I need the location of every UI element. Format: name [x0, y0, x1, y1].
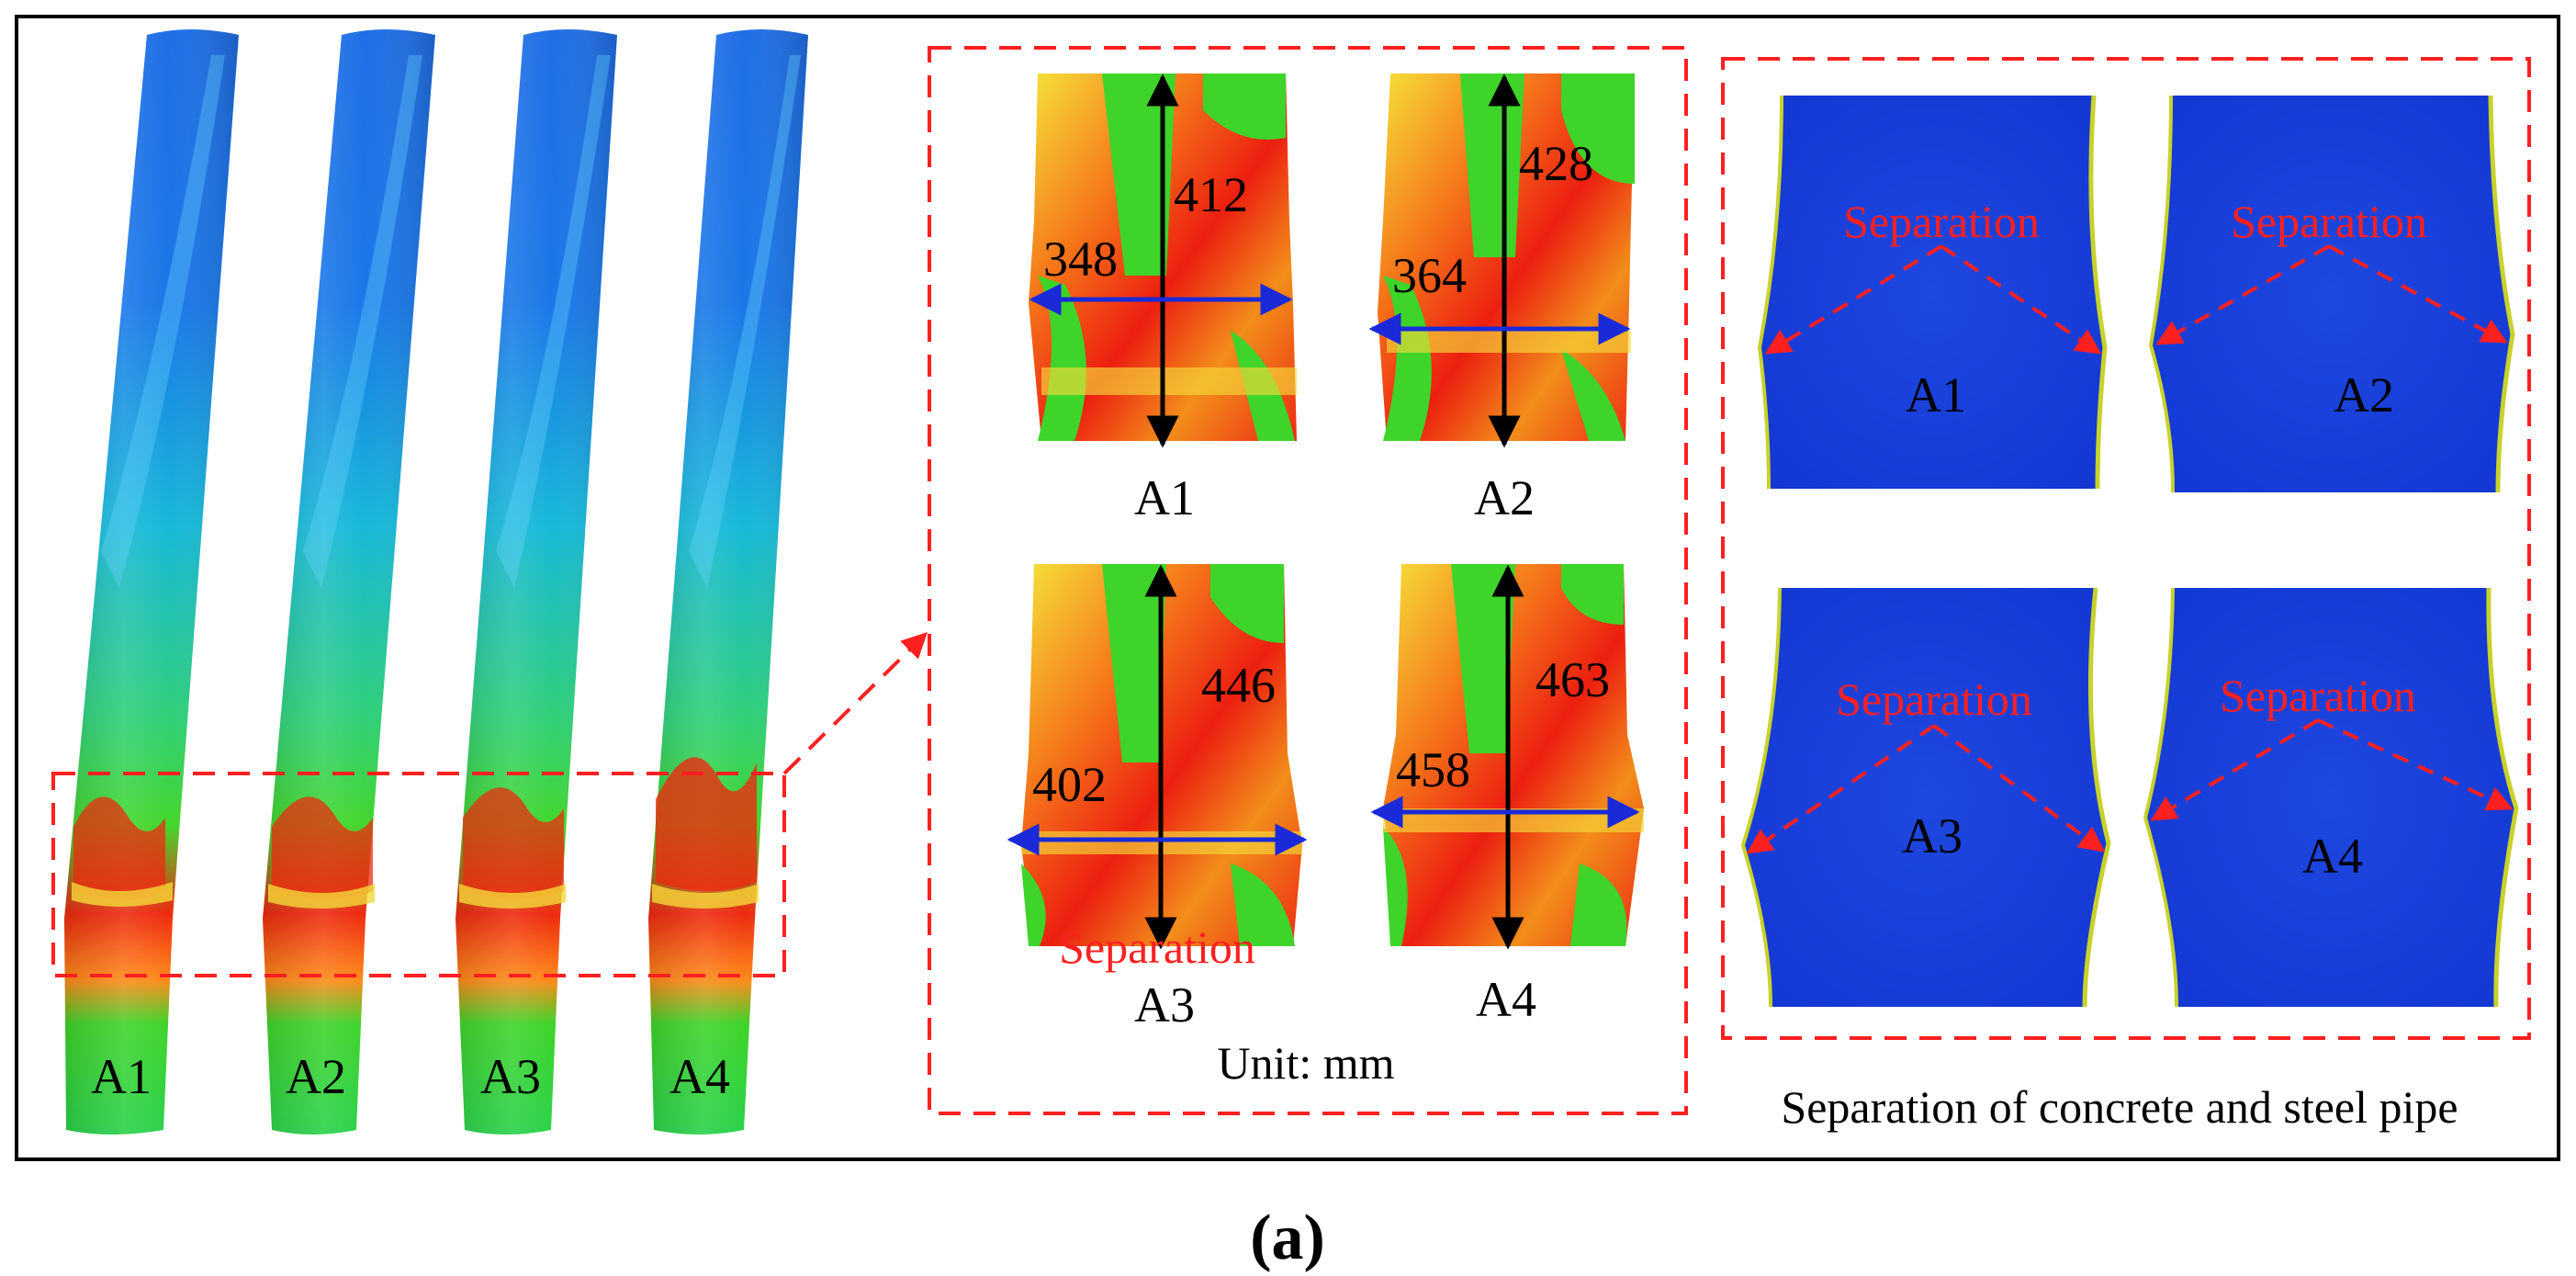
a2-right-separation-arrow — [2328, 244, 2508, 344]
a1-right-separation-arrow — [1940, 244, 2102, 355]
unit-label: Unit: mm — [1217, 1037, 1394, 1089]
a4-horizontal-value: 458 — [1396, 742, 1470, 797]
a4-separation-label: Separation — [2220, 670, 2416, 721]
section-a3 — [1740, 587, 2111, 1008]
zone-highlight-box — [51, 772, 786, 977]
a1-label: A1 — [1134, 470, 1195, 525]
a1-horizontal-value: 348 — [1043, 231, 1118, 287]
column-label-a4: A4 — [669, 1049, 730, 1104]
a3-right-separation-arrow — [1932, 724, 2106, 853]
column-label-a3: A3 — [480, 1049, 541, 1104]
a3-vertical-value: 446 — [1201, 658, 1276, 713]
a1-section-label: A1 — [1906, 367, 1966, 423]
zoom-panel: 412 348 A1 428 364 A2 446 402 Separation… — [928, 46, 1688, 1115]
separation-panel: Separation A1 Separation A2 Separation A… — [1721, 57, 2531, 1133]
column-a3 — [456, 29, 617, 1135]
a4-section-label: A4 — [2302, 829, 2363, 884]
section-a4 — [2143, 587, 2519, 1008]
columns-panel: A1 A2 A3 A4 — [51, 29, 928, 1135]
zoom-pointer-arrow — [782, 632, 928, 775]
a2-horizontal-value: 364 — [1392, 248, 1467, 303]
a3-left-separation-arrow — [1746, 724, 1936, 854]
a4-label: A4 — [1476, 972, 1536, 1027]
outer-frame — [15, 15, 2560, 1161]
a2-left-separation-arrow — [2155, 244, 2330, 345]
zoom-panel-box — [928, 46, 1688, 1115]
separation-panel-box — [1721, 57, 2531, 1040]
a3-separation-label: Separation — [1836, 673, 2032, 725]
a4-right-separation-arrow — [2317, 718, 2514, 811]
a1-left-separation-arrow — [1764, 244, 1943, 355]
column-label-a2: A2 — [286, 1049, 346, 1104]
a4-vertical-value: 463 — [1535, 652, 1610, 707]
section-a1 — [1757, 95, 2108, 490]
a2-label: A2 — [1474, 470, 1535, 525]
column-a4 — [648, 29, 808, 1135]
a3-label: A3 — [1134, 977, 1195, 1033]
a2-section-label: A2 — [2334, 367, 2394, 423]
a3-horizontal-value: 402 — [1032, 757, 1107, 812]
subfigure-label: (a) — [1250, 1203, 1325, 1273]
a3-separation-note: Separation — [1059, 921, 1255, 973]
column-a1 — [64, 29, 239, 1135]
a1-vertical-value: 412 — [1174, 167, 1248, 222]
a2-vertical-value: 428 — [1519, 136, 1593, 191]
column-a2 — [263, 29, 435, 1135]
section-a2 — [2148, 95, 2515, 493]
a1-separation-label: Separation — [1843, 196, 2040, 247]
separation-caption: Separation of concrete and steel pipe — [1781, 1081, 2458, 1133]
column-label-a1: A1 — [91, 1049, 152, 1104]
a3-section-label: A3 — [1902, 808, 1963, 864]
a2-separation-label: Separation — [2231, 196, 2427, 247]
a4-left-separation-arrow — [2150, 718, 2320, 821]
